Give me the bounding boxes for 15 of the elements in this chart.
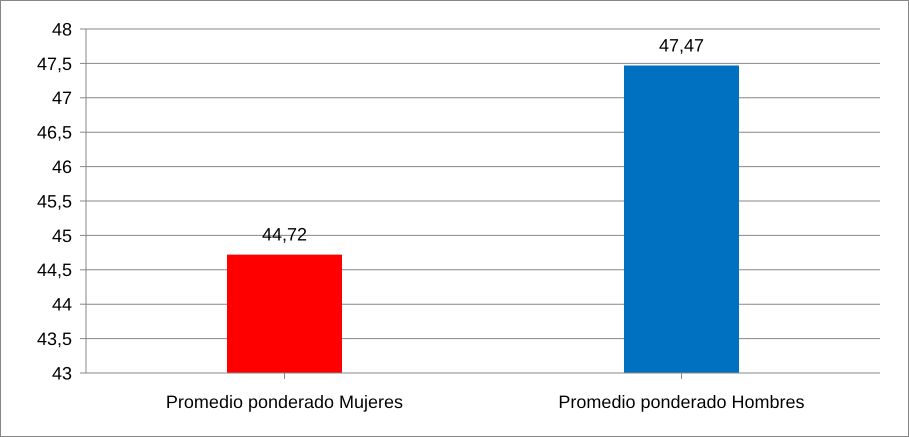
data-label: 47,47 — [658, 35, 704, 56]
y-tick-label: 45,5 — [36, 191, 72, 212]
x-tick-label: Promedio ponderado Mujeres — [166, 392, 404, 412]
y-tick-label: 46 — [52, 156, 72, 177]
y-tick-label: 47,5 — [36, 54, 72, 74]
data-label: 44,72 — [262, 224, 308, 245]
x-tick-label: Promedio ponderado Hombres — [558, 392, 805, 412]
y-tick-label: 43,5 — [36, 328, 72, 349]
y-tick-label: 44,5 — [36, 260, 72, 280]
y-tick-label: 44 — [52, 294, 72, 315]
y-tick-label: 48 — [52, 19, 72, 40]
y-tick-label: 45 — [52, 226, 72, 246]
y-tick-label: 46,5 — [36, 122, 72, 143]
y-tick-label: 47 — [52, 88, 72, 108]
y-tick-label: 43 — [52, 363, 72, 384]
